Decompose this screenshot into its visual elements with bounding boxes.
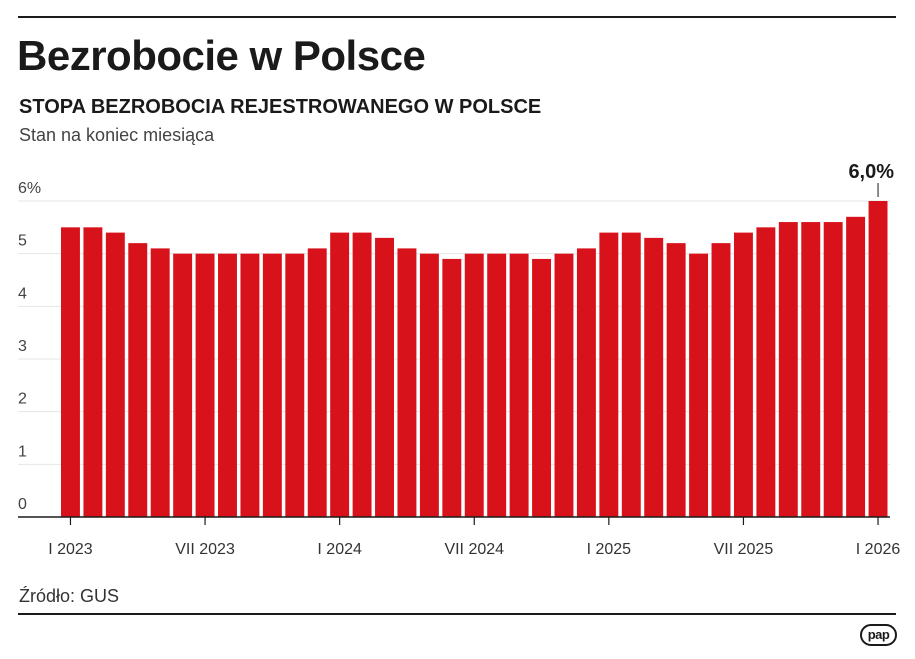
pap-logo: pap xyxy=(860,624,897,646)
bar xyxy=(262,253,282,517)
bar xyxy=(218,253,237,517)
y-tick-label: 6% xyxy=(18,180,41,197)
bottom-rule xyxy=(18,613,896,615)
bar xyxy=(644,237,664,517)
bar xyxy=(823,222,843,518)
bar xyxy=(621,232,641,517)
bar xyxy=(83,227,103,518)
bar xyxy=(711,243,731,517)
x-tick-label: VII 2023 xyxy=(175,541,235,558)
bar xyxy=(778,222,798,518)
bar xyxy=(666,243,686,517)
bar xyxy=(397,248,417,517)
bar xyxy=(554,253,574,517)
bar xyxy=(61,227,80,518)
x-tick-label: VII 2025 xyxy=(714,541,774,558)
x-tick-label: I 2023 xyxy=(48,541,93,558)
bar xyxy=(307,248,327,517)
y-tick-label: 2 xyxy=(18,391,27,408)
bar xyxy=(846,216,866,518)
bar xyxy=(442,258,462,517)
bar xyxy=(105,232,125,517)
bar xyxy=(599,232,619,517)
bar xyxy=(689,253,709,517)
bar-chart: 0 1 2 3 4 5 6% I 2023 VII 2023 I 2024 VII 2024 I 20… xyxy=(18,161,901,558)
bar xyxy=(801,222,821,518)
bar xyxy=(150,248,170,517)
chart-subtitle: STOPA BEZROBOCIA REJESTROWANEGO W POLSCE xyxy=(19,96,542,118)
y-tick-label: 5 xyxy=(18,233,27,250)
top-rule xyxy=(18,16,896,18)
bar xyxy=(285,253,305,517)
x-tick-label: I 2026 xyxy=(856,541,901,558)
bar xyxy=(419,253,439,517)
bar xyxy=(487,253,507,517)
bar xyxy=(733,232,753,517)
bar xyxy=(375,237,394,517)
page-title: Bezrobocie w Polsce xyxy=(17,32,426,79)
bar xyxy=(464,253,484,517)
bar xyxy=(756,227,776,518)
y-tick-label: 0 xyxy=(18,496,27,513)
data-label: 6,0% xyxy=(848,161,894,183)
chart-note: Stan na koniec miesiąca xyxy=(19,125,215,145)
bar xyxy=(532,258,552,517)
bar xyxy=(128,243,148,517)
bar xyxy=(240,253,260,517)
y-tick-label: 4 xyxy=(18,285,27,302)
x-tick-label: VII 2024 xyxy=(444,541,504,558)
y-tick-label: 1 xyxy=(18,443,27,460)
x-tick-label: I 2025 xyxy=(587,541,632,558)
bar xyxy=(195,253,215,517)
bar xyxy=(330,232,350,517)
bar xyxy=(173,253,193,517)
x-tick-label: I 2024 xyxy=(317,541,362,558)
bar xyxy=(868,201,888,517)
source-note: Źródło: GUS xyxy=(19,586,120,606)
y-tick-label: 3 xyxy=(18,338,27,355)
bar xyxy=(509,253,529,517)
bar xyxy=(352,232,372,517)
bar xyxy=(576,248,596,517)
